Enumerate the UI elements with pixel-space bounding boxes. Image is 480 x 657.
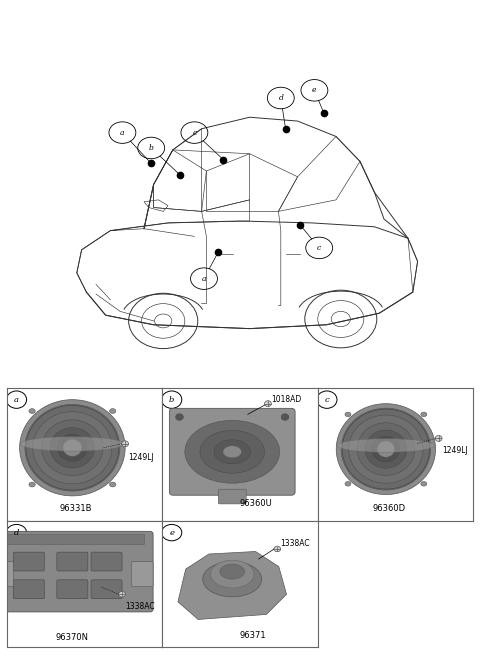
Ellipse shape: [345, 482, 351, 486]
Circle shape: [281, 414, 289, 420]
Text: d: d: [14, 529, 19, 537]
Text: 96331B: 96331B: [59, 505, 92, 513]
Ellipse shape: [200, 430, 264, 473]
FancyBboxPatch shape: [57, 580, 88, 599]
Ellipse shape: [223, 445, 241, 458]
Ellipse shape: [345, 412, 351, 417]
FancyBboxPatch shape: [132, 562, 153, 587]
Ellipse shape: [25, 405, 120, 491]
Ellipse shape: [26, 405, 119, 490]
FancyBboxPatch shape: [91, 580, 122, 599]
Ellipse shape: [58, 434, 87, 461]
Text: b: b: [169, 396, 174, 403]
FancyBboxPatch shape: [91, 552, 122, 571]
Circle shape: [274, 546, 281, 552]
Ellipse shape: [357, 422, 415, 476]
Ellipse shape: [421, 412, 427, 417]
Text: 1249LJ: 1249LJ: [128, 453, 154, 462]
Ellipse shape: [220, 564, 245, 579]
Ellipse shape: [203, 562, 262, 597]
Text: c: c: [324, 396, 329, 403]
Text: e: e: [169, 529, 174, 537]
Ellipse shape: [63, 439, 82, 457]
Ellipse shape: [42, 420, 103, 476]
Ellipse shape: [29, 409, 35, 413]
FancyBboxPatch shape: [0, 532, 153, 612]
Text: 1018AD: 1018AD: [271, 395, 301, 404]
Text: 1249LJ: 1249LJ: [442, 447, 468, 455]
Text: 96370N: 96370N: [56, 633, 89, 642]
Ellipse shape: [190, 424, 275, 480]
Text: 96360U: 96360U: [239, 499, 272, 508]
Circle shape: [264, 401, 271, 407]
FancyBboxPatch shape: [13, 580, 45, 599]
Circle shape: [122, 441, 129, 447]
Polygon shape: [178, 551, 287, 620]
Text: a: a: [202, 275, 206, 283]
Text: b: b: [149, 144, 154, 152]
Circle shape: [119, 591, 125, 597]
Circle shape: [176, 414, 183, 420]
Ellipse shape: [365, 430, 407, 468]
Ellipse shape: [348, 415, 423, 483]
FancyBboxPatch shape: [218, 489, 246, 504]
FancyBboxPatch shape: [0, 535, 144, 545]
Text: a: a: [14, 396, 19, 403]
Text: d: d: [278, 94, 283, 102]
Ellipse shape: [342, 409, 430, 489]
Text: 1338AC: 1338AC: [280, 539, 310, 549]
FancyBboxPatch shape: [0, 562, 13, 587]
Text: 1338AC: 1338AC: [125, 602, 155, 611]
Ellipse shape: [211, 560, 254, 588]
Text: 96371: 96371: [239, 631, 266, 640]
Circle shape: [435, 436, 442, 442]
Ellipse shape: [50, 428, 95, 468]
FancyBboxPatch shape: [57, 552, 88, 571]
Ellipse shape: [109, 482, 116, 487]
Ellipse shape: [21, 437, 124, 451]
Ellipse shape: [337, 439, 434, 452]
Ellipse shape: [33, 412, 112, 484]
Ellipse shape: [214, 440, 251, 464]
Text: e: e: [312, 86, 317, 95]
Ellipse shape: [341, 408, 431, 490]
Text: 96360D: 96360D: [372, 505, 406, 513]
Text: a: a: [120, 129, 125, 137]
Text: c: c: [192, 129, 196, 137]
FancyBboxPatch shape: [169, 409, 295, 495]
Ellipse shape: [109, 409, 116, 413]
Ellipse shape: [372, 436, 400, 462]
Ellipse shape: [421, 482, 427, 486]
Ellipse shape: [20, 399, 125, 496]
Ellipse shape: [185, 420, 280, 483]
FancyBboxPatch shape: [13, 552, 45, 571]
Ellipse shape: [29, 482, 35, 487]
Ellipse shape: [336, 403, 435, 495]
Ellipse shape: [377, 441, 395, 457]
Text: c: c: [317, 244, 321, 252]
